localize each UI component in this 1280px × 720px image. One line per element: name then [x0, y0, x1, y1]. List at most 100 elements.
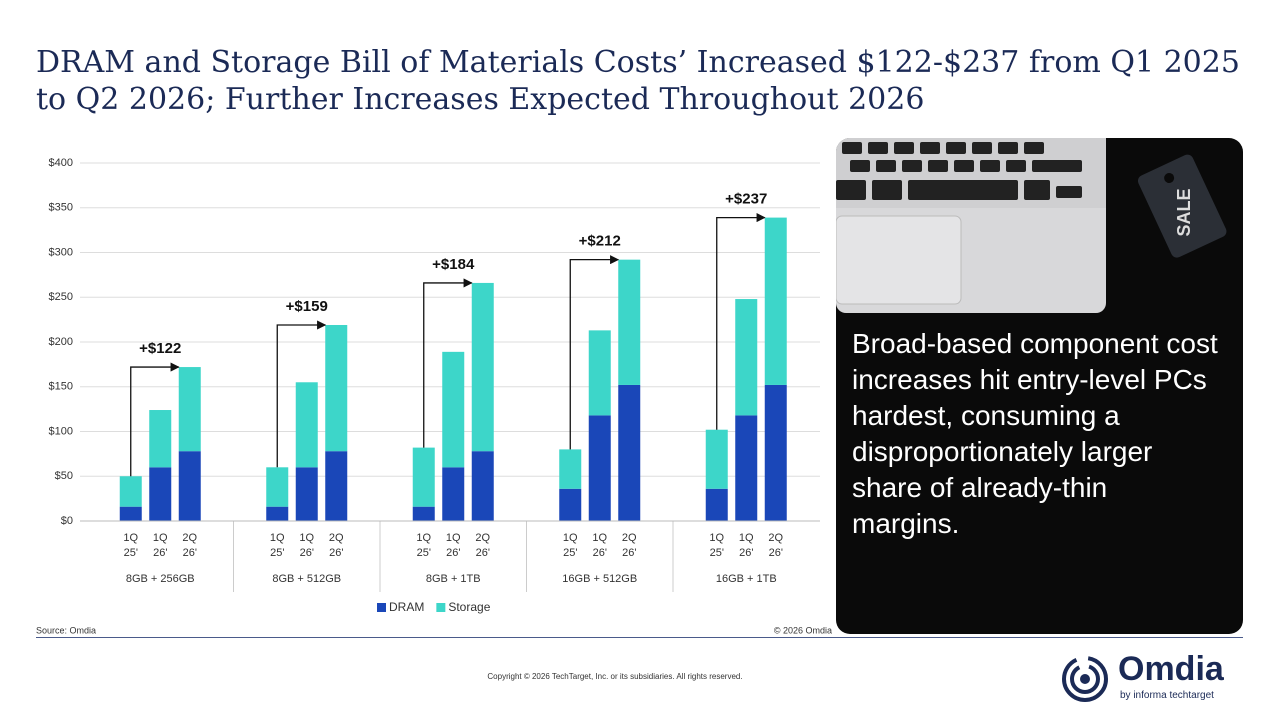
- bar-segment: [705, 429, 728, 489]
- bar-segment: [471, 282, 494, 452]
- x-tick-label: 26': [622, 547, 636, 559]
- x-tick-label: 26': [153, 547, 167, 559]
- annotation-arrow: [716, 213, 766, 430]
- bar-segment: [178, 451, 201, 521]
- x-tick-label: 26': [446, 547, 460, 559]
- bar-segment: [588, 330, 611, 416]
- y-tick-label: $50: [55, 470, 73, 482]
- group-label: 8GB + 256GB: [126, 573, 195, 585]
- bar-segment: [442, 351, 465, 468]
- x-tick-label: 1Q: [416, 532, 431, 544]
- divider: [36, 637, 1243, 638]
- logo-mark: [1062, 656, 1108, 702]
- y-tick-label: $250: [49, 291, 73, 303]
- bar-segment: [764, 217, 787, 385]
- bar-segment: [266, 467, 289, 507]
- x-tick-label: 1Q: [153, 532, 168, 544]
- legend-swatch: [377, 603, 386, 612]
- bar-segment: [559, 488, 582, 521]
- y-tick-label: $150: [49, 381, 73, 393]
- x-tick-label: 1Q: [563, 532, 578, 544]
- annotation: +$237: [725, 191, 767, 208]
- x-tick-label: 2Q: [622, 532, 637, 544]
- x-tick-label: 2Q: [182, 532, 197, 544]
- x-tick-label: 25': [124, 547, 138, 559]
- source: Source: Omdia: [36, 625, 96, 635]
- x-tick-label: 26': [593, 547, 607, 559]
- bar-segment: [559, 449, 582, 489]
- y-tick-label: $350: [49, 202, 73, 214]
- group-label: 16GB + 1TB: [716, 573, 777, 585]
- y-tick-label: $0: [61, 515, 73, 527]
- bar-segment: [325, 451, 348, 521]
- credit: © 2026 Omdia: [774, 625, 832, 635]
- y-tick-label: $400: [49, 157, 73, 169]
- chart-title: DRAM and Storage Bill of Materials Costs…: [36, 45, 1240, 117]
- x-tick-label: 25': [563, 547, 577, 559]
- bar-segment: [412, 506, 435, 521]
- group-label: 8GB + 1TB: [426, 573, 481, 585]
- bar-segment: [325, 324, 348, 452]
- x-tick-label: 25': [417, 547, 431, 559]
- bar-segment: [149, 410, 172, 468]
- annotation-arrow: [569, 255, 620, 450]
- x-tick-label: 1Q: [709, 532, 724, 544]
- bar-segment: [412, 447, 435, 507]
- x-tick-label: 1Q: [299, 532, 314, 544]
- bar-segment: [735, 415, 758, 521]
- x-tick-label: 26': [769, 547, 783, 559]
- bar-segment: [764, 384, 787, 521]
- x-tick-label: 1Q: [270, 532, 285, 544]
- annotation: +$159: [286, 298, 328, 315]
- bar-segment: [119, 506, 142, 521]
- footer: Copyright © 2026 TechTarget, Inc. or its…: [487, 672, 743, 681]
- annotation-arrow: [130, 362, 180, 477]
- bar-segment: [705, 488, 728, 521]
- x-tick-label: 26': [739, 547, 753, 559]
- x-tick-label: 25': [270, 547, 284, 559]
- group-label: 16GB + 512GB: [562, 573, 637, 585]
- panel: SALE: [836, 138, 1243, 634]
- legend-swatch: [436, 603, 446, 612]
- bar-segment: [119, 476, 142, 507]
- x-tick-label: 2Q: [329, 532, 344, 544]
- bar-segment: [471, 451, 494, 521]
- y-tick-label: $300: [49, 246, 73, 258]
- bar-segment: [295, 467, 318, 521]
- x-tick-label: 1Q: [446, 532, 461, 544]
- y-tick-label: $200: [49, 336, 73, 348]
- y-tick-label: $100: [49, 425, 73, 437]
- annotation: +$122: [139, 340, 181, 357]
- x-tick-label: 26': [329, 547, 343, 559]
- x-tick-label: 26': [476, 547, 490, 559]
- x-tick-label: 2Q: [768, 532, 783, 544]
- annotation: +$212: [579, 233, 621, 250]
- x-tick-label: 1Q: [123, 532, 138, 544]
- x-tick-label: 1Q: [739, 532, 754, 544]
- svg-text:SALE: SALE: [1174, 188, 1194, 236]
- legend-label: DRAM: [389, 600, 424, 614]
- annotation-arrow: [423, 278, 473, 448]
- bar-segment: [266, 506, 289, 521]
- logo-tagline: by informa techtarget: [1120, 690, 1214, 701]
- annotation: +$184: [432, 256, 475, 273]
- x-tick-label: 26': [183, 547, 197, 559]
- x-tick-label: 26': [300, 547, 314, 559]
- panel-text: Broad-based component cost increases hit…: [852, 328, 1218, 539]
- x-tick-label: 1Q: [592, 532, 607, 544]
- bar-segment: [618, 259, 641, 385]
- bar-segment: [588, 415, 611, 521]
- bar-segment: [178, 367, 201, 452]
- laptop-image: SALE: [836, 138, 1227, 313]
- chart: Source: Omdia © 2026 Omdia $0 $50 $100 $150…: [36, 157, 832, 635]
- bar-segment: [442, 467, 465, 521]
- logo: Omdia: [1118, 650, 1224, 688]
- bar-segment: [618, 384, 641, 521]
- bar-segment: [149, 467, 172, 521]
- bar-segment: [735, 299, 758, 416]
- x-tick-label: 2Q: [475, 532, 490, 544]
- annotation-arrow: [276, 320, 327, 468]
- x-tick-label: 25': [710, 547, 724, 559]
- legend-label: Storage: [448, 600, 490, 614]
